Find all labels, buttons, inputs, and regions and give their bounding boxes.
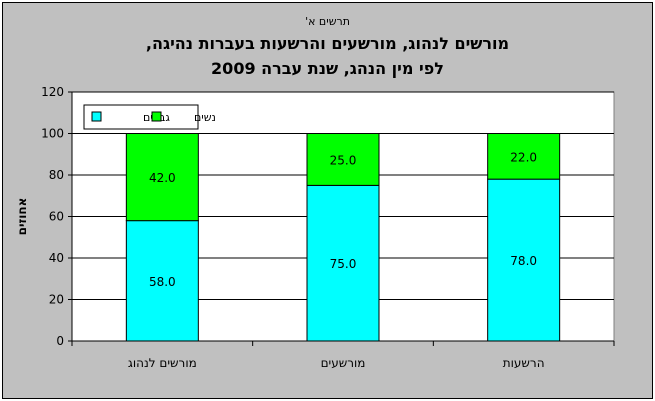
y-tick-label: 120 [41, 85, 64, 99]
data-label: 22.0 [510, 150, 537, 164]
data-label: 75.0 [330, 257, 357, 271]
y-tick-label: 20 [49, 293, 64, 307]
bar-segment [306, 133, 380, 186]
bar-segment [125, 220, 199, 342]
y-tick-label: 80 [49, 168, 64, 182]
x-tick-label: מורשים לנהוג [128, 356, 197, 370]
data-label: 25.0 [330, 153, 357, 167]
bar-segment [487, 178, 561, 342]
data-label: 42.0 [149, 171, 176, 185]
figure-label: תרשים א' [305, 15, 350, 28]
legend-swatch [91, 111, 102, 122]
x-tick-label: מורשעים [321, 356, 366, 370]
legend-box [83, 104, 199, 130]
x-tick-label: הרשעות [503, 356, 545, 370]
legend-swatch [151, 111, 162, 122]
chart-title-line-1: מורשים לנהוג, מורשעים והרשעות בעברות נהי… [145, 34, 510, 53]
y-tick-label: 40 [49, 251, 64, 265]
legend: גבריםנשים [83, 104, 216, 130]
data-label: 58.0 [149, 275, 176, 289]
y-tick-label: 0 [56, 334, 64, 348]
chart-title-line-2: לפי מין הנהג, שנת עברה 2009 [211, 59, 444, 78]
y-axis-title: אחוזים [15, 198, 29, 236]
legend-label: נשים [194, 111, 216, 124]
data-label: 78.0 [510, 254, 537, 268]
bar-segment [125, 133, 199, 222]
y-tick-label: 100 [41, 127, 64, 141]
bar-segment [487, 133, 561, 180]
y-tick-label: 60 [49, 210, 64, 224]
